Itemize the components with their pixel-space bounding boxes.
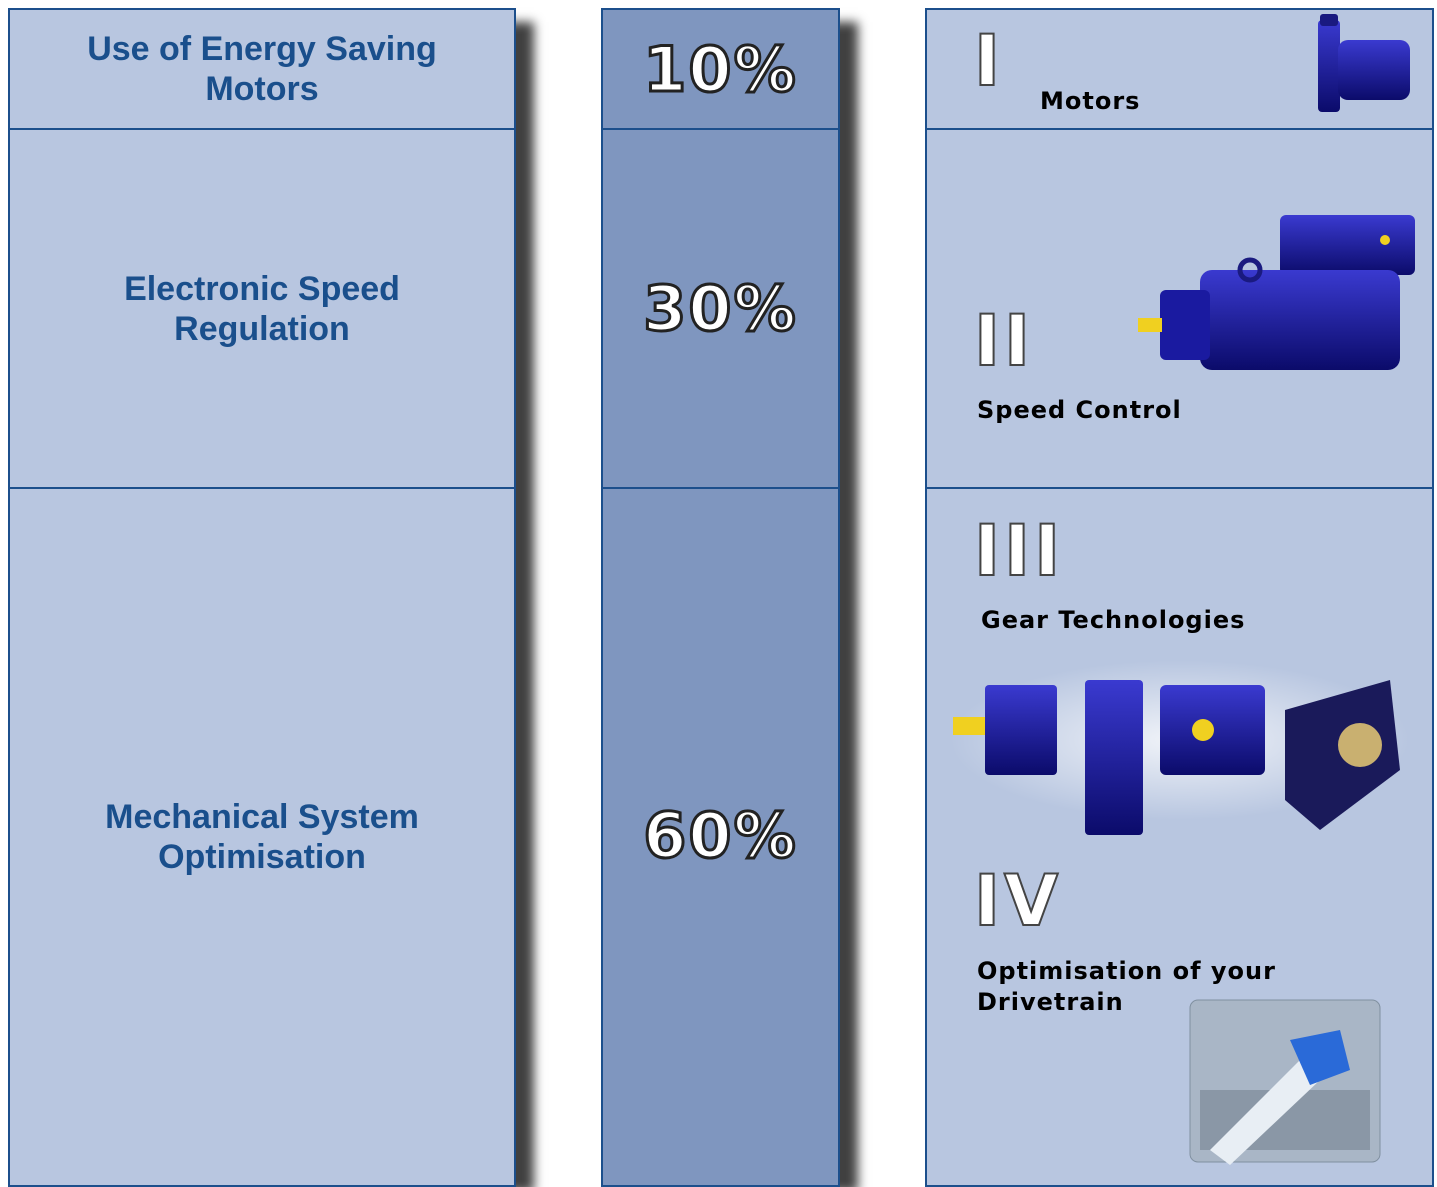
speed-control-image <box>1138 215 1415 370</box>
drivetrain-photo <box>1190 1000 1380 1165</box>
motor-image <box>1318 14 1410 112</box>
numeral: IV <box>974 866 1062 936</box>
numeral: III <box>974 516 1064 586</box>
numeral: I <box>974 26 1004 96</box>
product-label: Speed Control <box>977 395 1182 426</box>
numeral: II <box>974 306 1034 376</box>
page: Use of Energy Saving Motors Electronic S… <box>0 0 1437 1172</box>
product-label: Optimisation of your Drivetrain <box>977 956 1327 1018</box>
product-label: Gear Technologies <box>981 605 1245 636</box>
product-label: Motors <box>1040 86 1140 117</box>
gear-image <box>950 660 1410 835</box>
